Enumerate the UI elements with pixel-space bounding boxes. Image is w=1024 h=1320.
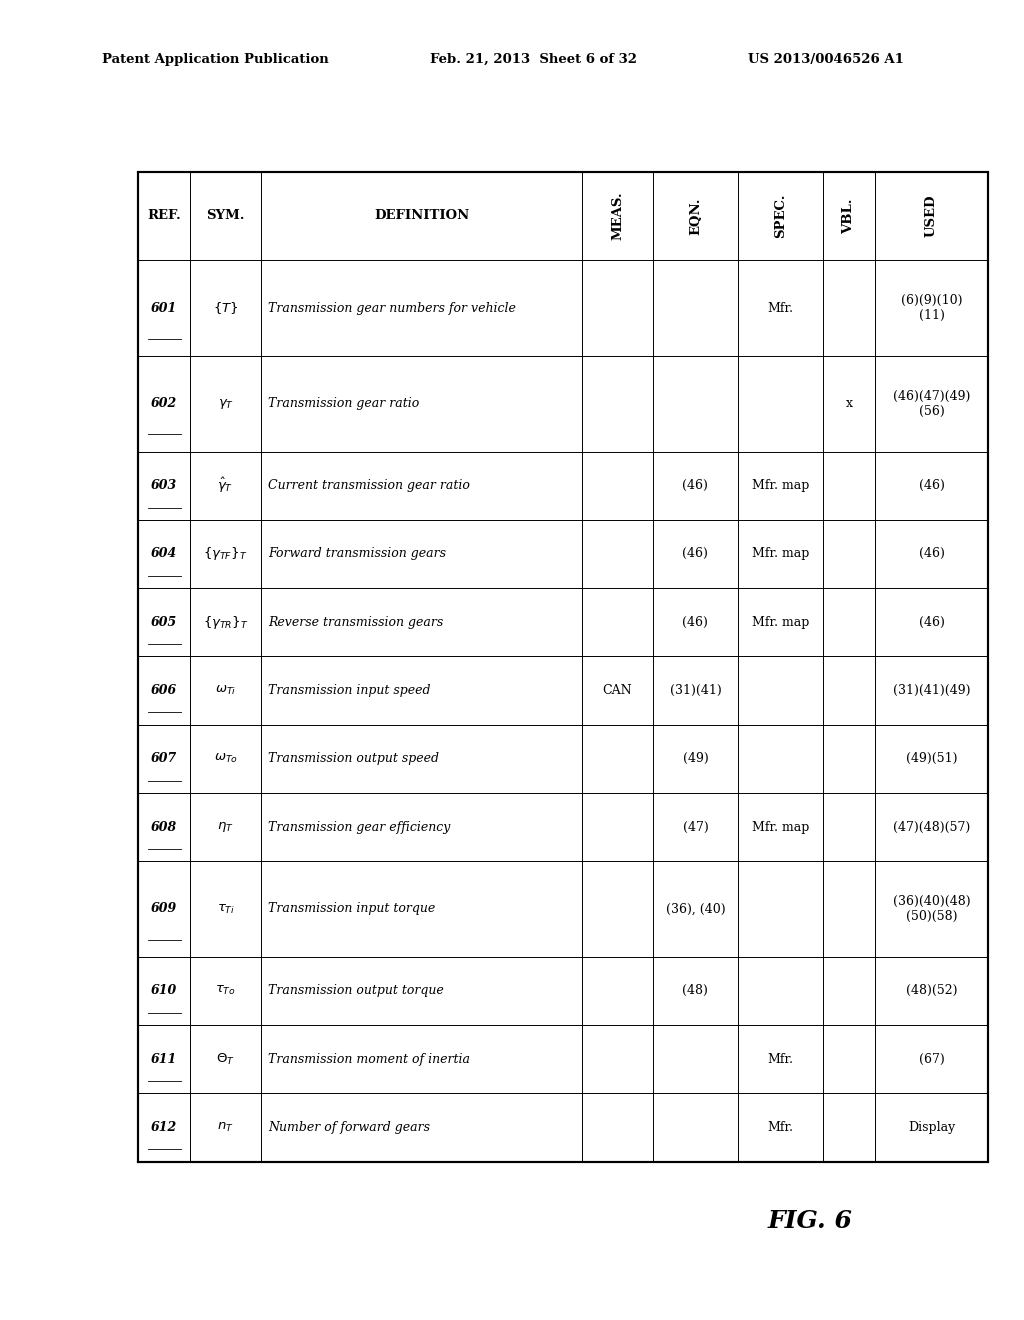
Text: 601: 601 [152, 302, 177, 314]
Text: Transmission input speed: Transmission input speed [268, 684, 431, 697]
Text: Transmission moment of inertia: Transmission moment of inertia [268, 1052, 470, 1065]
Text: (49)(51): (49)(51) [906, 752, 957, 766]
Text: 612: 612 [152, 1121, 177, 1134]
Text: Transmission input torque: Transmission input torque [268, 903, 435, 916]
Text: Mfr.: Mfr. [767, 1052, 794, 1065]
Text: Mfr. map: Mfr. map [752, 479, 809, 492]
Text: (48): (48) [682, 985, 709, 998]
Text: Transmission gear ratio: Transmission gear ratio [268, 397, 420, 411]
Text: $\{\gamma_{TR}\}_T$: $\{\gamma_{TR}\}_T$ [203, 614, 249, 631]
Text: SPEC.: SPEC. [774, 194, 786, 238]
Text: US 2013/0046526 A1: US 2013/0046526 A1 [748, 53, 903, 66]
Text: Transmission gear numbers for vehicle: Transmission gear numbers for vehicle [268, 302, 516, 314]
Text: EQN.: EQN. [689, 197, 701, 235]
Text: Reverse transmission gears: Reverse transmission gears [268, 615, 443, 628]
Text: Mfr. map: Mfr. map [752, 821, 809, 833]
Text: (31)(41)(49): (31)(41)(49) [893, 684, 971, 697]
Text: FIG. 6: FIG. 6 [768, 1209, 853, 1233]
Text: (36), (40): (36), (40) [666, 903, 725, 916]
Text: $\gamma_T$: $\gamma_T$ [217, 397, 233, 411]
Text: (47): (47) [683, 821, 709, 833]
Text: Transmission output torque: Transmission output torque [268, 985, 444, 998]
Text: (46): (46) [919, 479, 944, 492]
Text: SYM.: SYM. [207, 210, 245, 223]
Text: (46): (46) [919, 548, 944, 561]
Text: $n_T$: $n_T$ [217, 1121, 233, 1134]
Text: Transmission output speed: Transmission output speed [268, 752, 439, 766]
Text: $\omega_{To}$: $\omega_{To}$ [214, 752, 238, 766]
Text: Transmission gear efficiency: Transmission gear efficiency [268, 821, 451, 833]
Text: (46): (46) [682, 479, 709, 492]
Text: (46): (46) [682, 548, 709, 561]
Text: (49): (49) [683, 752, 709, 766]
Text: 607: 607 [152, 752, 177, 766]
Text: DEFINITION: DEFINITION [374, 210, 469, 223]
Text: $\Theta_T$: $\Theta_T$ [216, 1052, 234, 1067]
Text: (47)(48)(57): (47)(48)(57) [893, 821, 970, 833]
Text: Mfr. map: Mfr. map [752, 548, 809, 561]
Text: Display: Display [908, 1121, 955, 1134]
Text: $\{T\}$: $\{T\}$ [213, 300, 239, 315]
Text: Feb. 21, 2013  Sheet 6 of 32: Feb. 21, 2013 Sheet 6 of 32 [430, 53, 637, 66]
Text: $\tau_{To}$: $\tau_{To}$ [215, 985, 236, 998]
Text: Forward transmission gears: Forward transmission gears [268, 548, 446, 561]
Text: (48)(52): (48)(52) [906, 985, 957, 998]
Text: $\hat{\gamma}_T$: $\hat{\gamma}_T$ [217, 477, 233, 495]
Text: Mfr.: Mfr. [767, 1121, 794, 1134]
Text: 603: 603 [152, 479, 177, 492]
Text: Patent Application Publication: Patent Application Publication [102, 53, 329, 66]
Bar [138, 172, 988, 1162]
Text: 605: 605 [152, 615, 177, 628]
Text: CAN: CAN [603, 684, 632, 697]
Text: (67): (67) [919, 1052, 944, 1065]
Text: $\{\gamma_{TF}\}_T$: $\{\gamma_{TF}\}_T$ [204, 545, 248, 562]
Text: 606: 606 [152, 684, 177, 697]
Text: (31)(41): (31)(41) [670, 684, 721, 697]
Text: 602: 602 [152, 397, 177, 411]
Text: 610: 610 [152, 985, 177, 998]
Text: $\tau_{Ti}$: $\tau_{Ti}$ [216, 903, 234, 916]
Text: REF.: REF. [147, 210, 181, 223]
Text: (6)(9)(10)
(11): (6)(9)(10) (11) [901, 294, 963, 322]
Text: Mfr. map: Mfr. map [752, 615, 809, 628]
Text: (46)(47)(49)
(56): (46)(47)(49) (56) [893, 389, 970, 417]
Text: (36)(40)(48)
(50)(58): (36)(40)(48) (50)(58) [893, 895, 971, 923]
Text: x: x [846, 397, 852, 411]
Text: Mfr.: Mfr. [767, 302, 794, 314]
Text: 604: 604 [152, 548, 177, 561]
Text: $\eta_T$: $\eta_T$ [217, 820, 233, 834]
Text: 611: 611 [152, 1052, 177, 1065]
Text: Current transmission gear ratio: Current transmission gear ratio [268, 479, 470, 492]
Text: (46): (46) [919, 615, 944, 628]
Text: USED: USED [925, 195, 938, 238]
Text: 608: 608 [152, 821, 177, 833]
Text: (46): (46) [682, 615, 709, 628]
Text: Number of forward gears: Number of forward gears [268, 1121, 430, 1134]
Text: 609: 609 [152, 903, 177, 916]
Text: VBL.: VBL. [843, 198, 855, 234]
Text: MEAS.: MEAS. [611, 191, 624, 240]
Text: $\omega_{Ti}$: $\omega_{Ti}$ [215, 684, 237, 697]
